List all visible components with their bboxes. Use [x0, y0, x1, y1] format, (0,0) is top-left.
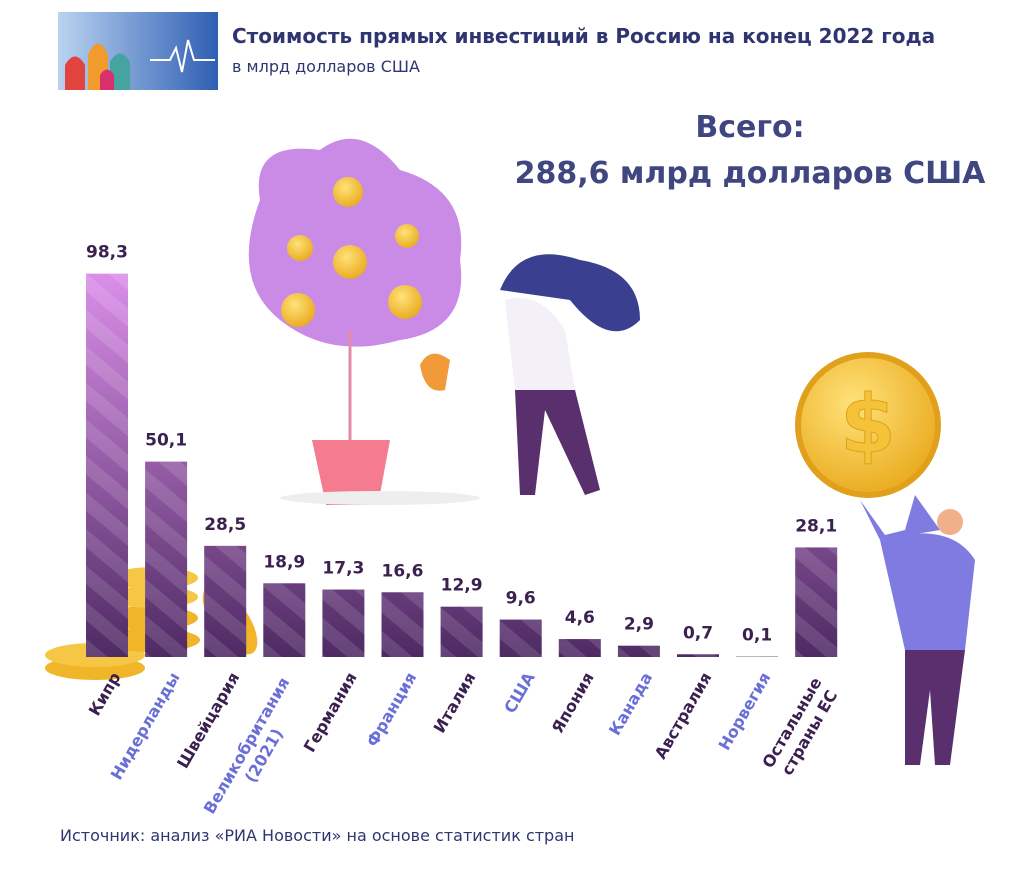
title: Стоимость прямых инвестиций в Россию на … [232, 24, 936, 48]
value-label: 2,9 [624, 615, 654, 635]
bar-stripes [440, 606, 483, 657]
source: Источник: анализ «РИА Новости» на основе… [60, 826, 575, 845]
man-illustration: $ [795, 352, 975, 765]
value-label: 0,1 [742, 626, 772, 646]
value-label: 28,5 [204, 515, 246, 535]
total-value: 288,6 млрд долларов США [514, 156, 986, 191]
logo [58, 12, 218, 90]
value-label: 0,7 [683, 623, 713, 643]
tree-illustration [248, 138, 480, 505]
bar-stripes [381, 592, 424, 657]
value-label: 28,1 [795, 516, 837, 536]
bar-stripes [322, 589, 365, 657]
value-label: 17,3 [322, 559, 364, 579]
bar-stripes [677, 654, 719, 657]
value-label: 16,6 [382, 561, 424, 581]
value-label: 50,1 [145, 431, 187, 451]
bar-stripes [204, 545, 247, 657]
woman-illustration [420, 254, 640, 495]
bar-stripes [795, 547, 838, 657]
value-label: 18,9 [263, 552, 305, 572]
total-label: Всего: [695, 110, 805, 145]
svg-text:$: $ [840, 378, 896, 471]
value-label: 98,3 [86, 243, 128, 263]
bar-stripes [86, 273, 128, 657]
subtitle: в млрд долларов США [232, 57, 420, 76]
bar-stripes [263, 583, 306, 657]
value-label: 4,6 [565, 608, 595, 628]
value-label: 9,6 [506, 589, 536, 609]
value-label: 12,9 [441, 576, 483, 596]
bar-stripes [617, 645, 660, 657]
bar-stripes [558, 639, 601, 657]
bar-stripes [145, 461, 188, 657]
bar-stripes [499, 619, 542, 657]
